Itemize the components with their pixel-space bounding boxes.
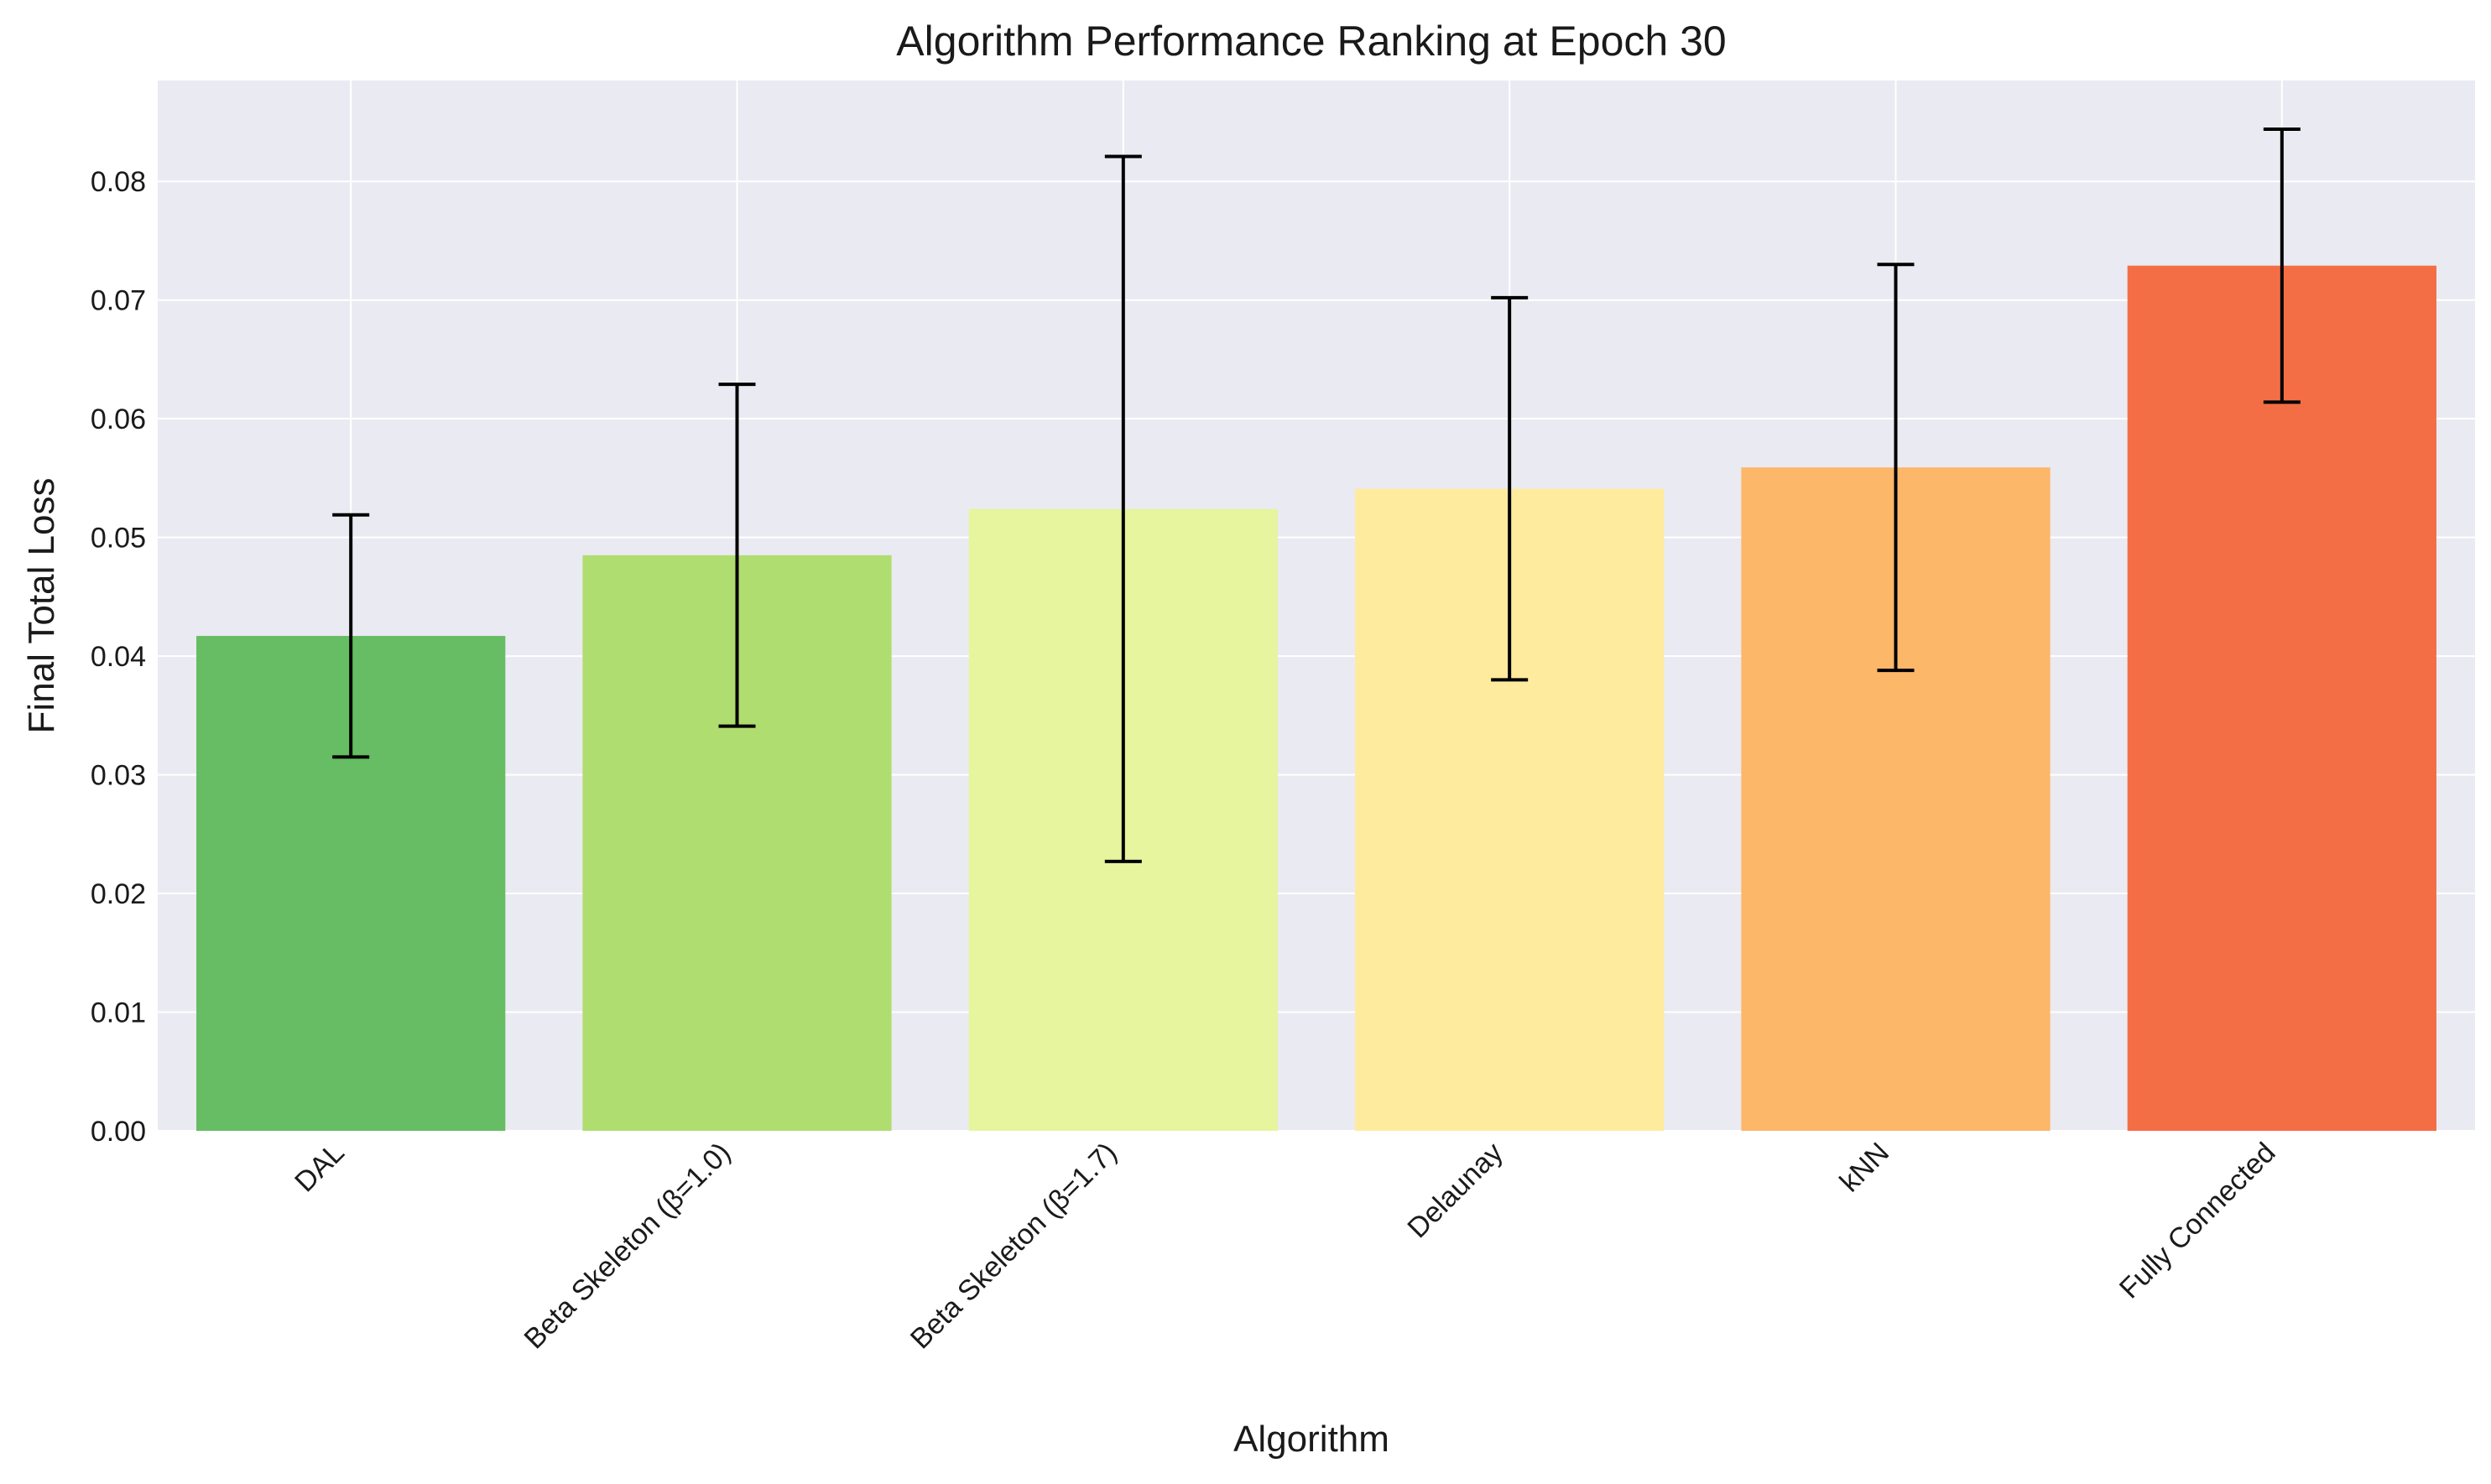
plot-background — [158, 81, 2475, 1131]
y-tick-label: 0.08 — [91, 166, 146, 198]
x-tick-label: kNN — [1834, 1137, 1896, 1199]
x-tick-label: DAL — [289, 1137, 351, 1199]
x-tick-label: Delaunay — [1401, 1137, 1509, 1244]
bars — [196, 265, 2436, 1131]
error-bar — [1104, 154, 1142, 863]
error-bar — [1491, 295, 1529, 682]
y-tick-label: 0.06 — [91, 404, 146, 435]
y-tick-label: 0.02 — [91, 878, 146, 910]
x-tick-label: Beta Skeleton (β=1.0) — [519, 1137, 737, 1356]
y-tick-label: 0.01 — [91, 997, 146, 1029]
y-tick-label: 0.03 — [91, 760, 146, 792]
bar-fully-connected — [2127, 265, 2436, 1131]
y-tick-label: 0.07 — [91, 285, 146, 317]
y-tick-label: 0.05 — [91, 523, 146, 555]
error-bar — [1877, 263, 1915, 673]
error-bar — [718, 383, 756, 728]
x-tick-label: Beta Skeleton (β=1.7) — [904, 1137, 1123, 1356]
error-bar — [332, 513, 370, 759]
x-axis-label: Algorithm — [1233, 1419, 1389, 1460]
y-tick-label: 0.04 — [91, 641, 146, 673]
error-bar — [2263, 128, 2301, 404]
y-axis-label: Final Total Loss — [21, 478, 62, 734]
y-tick-labels: 0.00 0.01 0.02 0.03 0.04 0.05 0.06 0.07 0.08 — [91, 166, 146, 1148]
x-tick-labels: DAL Beta Skeleton (β=1.0) Beta Skeleton (β… — [289, 1137, 2281, 1356]
y-tick-label: 0.00 — [91, 1116, 146, 1148]
x-tick-label: Fully Connected — [2113, 1137, 2282, 1305]
error-bars — [332, 128, 2301, 863]
chart-title: Algorithm Performance Ranking at Epoch 3… — [896, 18, 1726, 65]
